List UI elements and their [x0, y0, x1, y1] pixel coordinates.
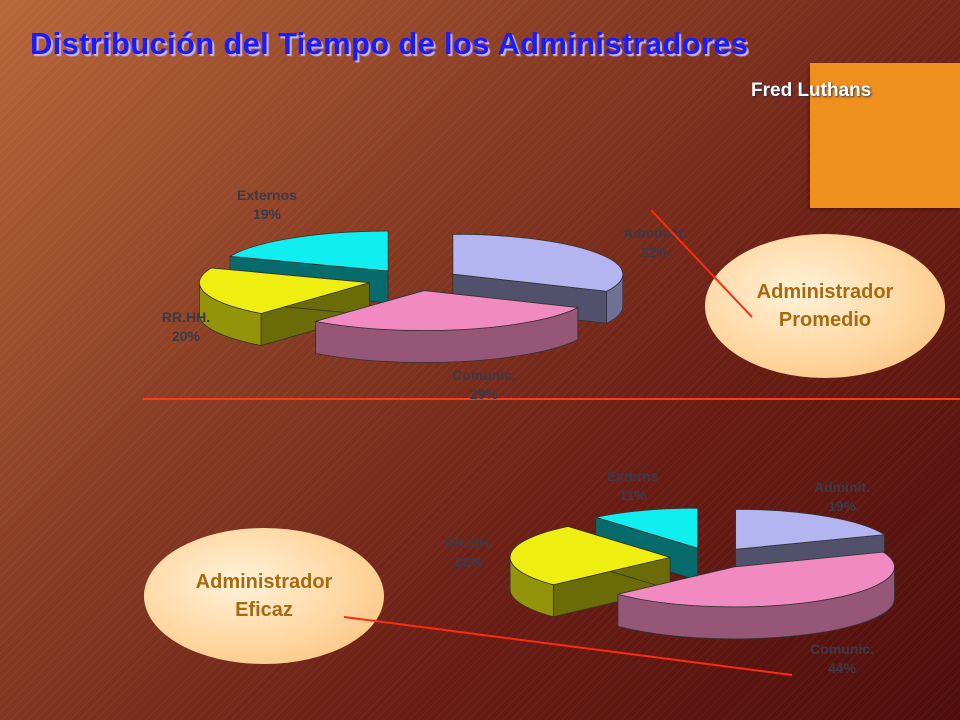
section-divider [143, 398, 960, 400]
slice-label-1: Comunic. [452, 367, 516, 383]
slice-value-label-1: 44% [828, 660, 857, 676]
slice-label-3: Externos [237, 187, 297, 203]
pie-slice-1 [315, 290, 580, 331]
author-label: Fred Luthans [751, 80, 872, 101]
slice-value-label-3: 19% [253, 206, 282, 222]
callout-bubble-eficaz: Administrador Eficaz [144, 528, 384, 664]
slice-label-1: Comunic. [810, 641, 874, 657]
slide-title: Distribución del Tiempo de los Administr… [30, 26, 749, 61]
pie-chart-eficaz: Adminit. 19% Comunic. 44% RR.HH. 26% Externs 11… [445, 468, 895, 676]
pie-slice-2 [509, 526, 672, 586]
pointer-line-top [650, 209, 753, 318]
pie-slice-3 [228, 230, 389, 272]
slice-label-0: Administ. [623, 225, 687, 241]
slice-value-label-3: 11% [619, 487, 647, 503]
pointer-line-bottom [343, 616, 793, 676]
pie-slice-3 [595, 507, 699, 549]
pie-slice-1 [617, 551, 895, 608]
slice-label-3: Externs [607, 468, 659, 484]
slice-label-2: RR.HH. [162, 309, 210, 325]
slice-value-label-2: 20% [172, 328, 201, 344]
orange-accent-block [810, 63, 960, 208]
slice-value-label-0: 19% [828, 498, 857, 514]
slice-label-2: RR.HH. [445, 535, 493, 551]
pie-slice-0 [452, 233, 624, 292]
pie-chart-promedio: Administ. 32% Comunic. 29% RR.HH. 20% Externos… [162, 187, 687, 402]
slice-value-label-0: 32% [641, 244, 670, 260]
callout-line-1: Administrador [195, 571, 333, 593]
slice-label-0: Adminit. [814, 479, 870, 495]
slice-value-label-2: 26% [455, 554, 484, 570]
callout-pointers [343, 209, 793, 676]
slice-value-label-1: 29% [470, 386, 499, 402]
pie-slice-2 [199, 267, 370, 314]
callout-line-2: Eficaz [235, 599, 293, 621]
callout-bubble-promedio: Administrador Promedio [705, 234, 945, 378]
callout-line-2: Promedio [778, 309, 872, 331]
callout-line-1: Administrador [756, 281, 894, 303]
pie-slice-0 [735, 508, 886, 550]
